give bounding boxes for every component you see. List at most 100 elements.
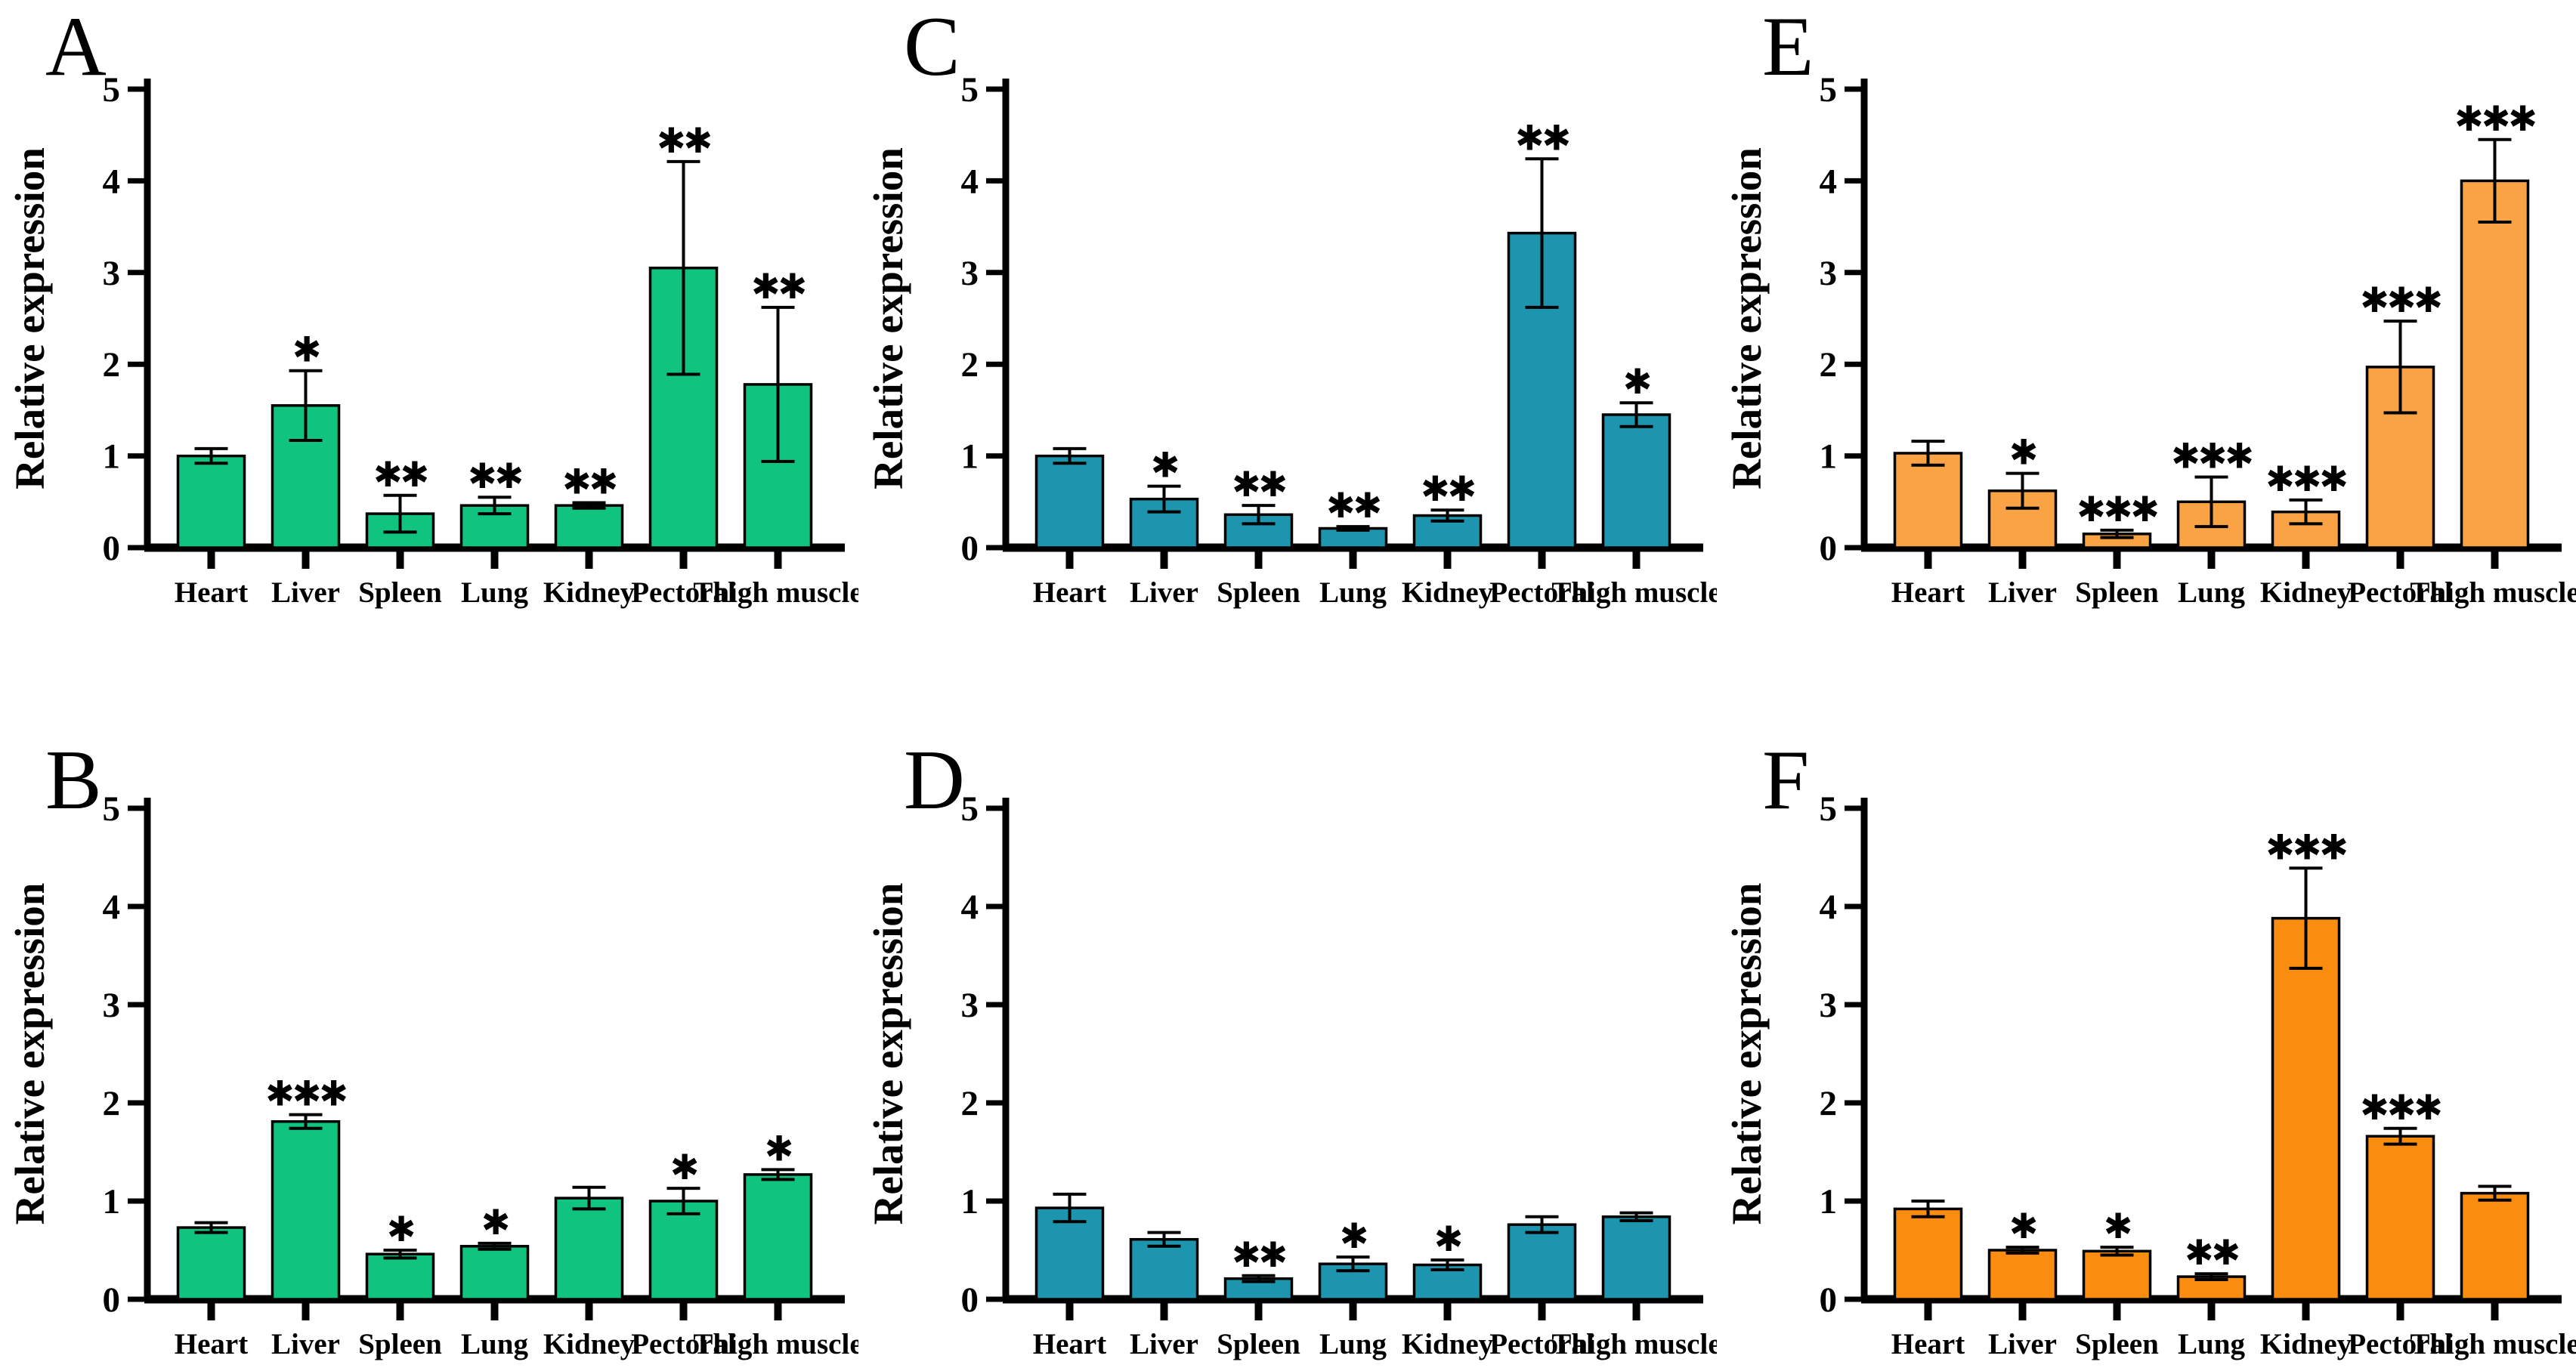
panel-letter-b: B [45, 733, 102, 827]
y-tick-label: 5 [103, 789, 121, 829]
significance-stars: ✱✱ [1232, 464, 1286, 505]
y-tick-label: 4 [961, 888, 979, 927]
y-tick-label: 1 [103, 437, 121, 477]
bar-thigh-muscle [2460, 1191, 2530, 1301]
y-tick-label: 4 [1820, 162, 1838, 201]
bar-kidney [554, 1197, 624, 1301]
y-tick-label: 0 [1820, 1280, 1838, 1320]
y-axis-title: Relative expression [7, 147, 53, 489]
category-label: Pectoral [2348, 1328, 2453, 1360]
category-label: Liver [271, 576, 340, 609]
category-label: Thigh muscle [2410, 1328, 2576, 1360]
bar-chart-f: 0 1 2 3 4 5 Relative expression Heart Liver ✱ Sple… [1724, 789, 2576, 1360]
category-label: Lung [2178, 576, 2245, 609]
panel-f: F 0 1 2 3 4 5 Relative expression Heart Liver ✱ Sp… [1717, 684, 2576, 1367]
bar-thigh-muscle [1601, 1215, 1671, 1301]
y-tick-label: 0 [1820, 529, 1838, 568]
significance-stars: ✱ [765, 1128, 792, 1169]
bar-pectoral [2365, 1135, 2435, 1301]
y-tick-label: 3 [1820, 986, 1838, 1025]
y-tick-label: 2 [1820, 1084, 1838, 1123]
bar-heart [176, 454, 246, 549]
category-label: Thigh muscle [693, 576, 862, 609]
category-label: Pectoral [1489, 576, 1594, 609]
significance-stars: ✱✱ [468, 455, 522, 496]
category-label: Heart [1891, 576, 1965, 609]
category-label: Lung [461, 1328, 528, 1360]
panel-letter-a: A [45, 0, 107, 94]
category-label: Spleen [2075, 1328, 2159, 1360]
y-tick-label: 3 [103, 986, 121, 1025]
y-tick-label: 2 [1820, 345, 1838, 384]
y-tick-label: 3 [961, 986, 979, 1025]
category-label: Kidney [2260, 576, 2352, 609]
panel-b: B 0 1 2 3 4 5 Relative expression Heart Liver ✱✱✱… [0, 684, 863, 1367]
panel-c: C 0 1 2 3 4 5 Relative expression Heart Liver ✱ Sp… [858, 0, 1721, 684]
category-label: Thigh muscle [1551, 1328, 1721, 1360]
bar-heart [1034, 454, 1105, 549]
y-tick-label: 1 [1820, 437, 1838, 477]
y-tick-label: 4 [103, 888, 121, 927]
y-tick-label: 5 [1820, 789, 1838, 829]
category-label: Spleen [1217, 576, 1300, 609]
category-label: Kidney [543, 1328, 635, 1360]
bar-thigh-muscle [743, 1173, 813, 1301]
bar-heart [1893, 1207, 1963, 1301]
category-label: Heart [175, 576, 248, 609]
bar-pectoral [1507, 1223, 1577, 1301]
panel-letter-e: E [1762, 0, 1814, 94]
y-tick-label: 0 [103, 1280, 121, 1320]
category-label: Liver [1130, 576, 1198, 609]
category-label: Thigh muscle [693, 1328, 862, 1360]
y-tick-label: 5 [961, 70, 979, 110]
significance-stars: ✱✱ [657, 120, 711, 161]
significance-stars: ✱✱✱ [265, 1073, 346, 1114]
y-tick-label: 4 [103, 162, 121, 201]
category-label: Heart [1033, 576, 1106, 609]
bar-kidney [2271, 916, 2341, 1301]
y-tick-label: 5 [1820, 70, 1838, 110]
y-tick-label: 5 [961, 789, 979, 829]
category-label: Lung [2178, 1328, 2245, 1360]
y-axis-title: Relative expression [865, 883, 911, 1225]
y-tick-label: 2 [103, 1084, 121, 1123]
significance-stars: ✱✱✱ [2360, 1087, 2441, 1128]
category-label: Kidney [543, 576, 635, 609]
significance-stars: ✱✱ [1515, 117, 1569, 158]
bar-heart [176, 1226, 246, 1301]
significance-stars: ✱✱✱ [2265, 459, 2346, 499]
significance-stars: ✱ [1340, 1215, 1367, 1256]
category-label: Pectoral [1489, 1328, 1594, 1360]
significance-stars: ✱ [1623, 361, 1650, 402]
y-tick-label: 1 [961, 1182, 979, 1221]
y-tick-label: 0 [103, 529, 121, 568]
bar-liver [1129, 1237, 1199, 1301]
panel-letter-c: C [904, 0, 960, 94]
category-label: Kidney [2260, 1328, 2352, 1360]
y-tick-label: 2 [103, 345, 121, 384]
significance-stars: ✱ [292, 329, 320, 370]
y-axis-title: Relative expression [1724, 883, 1770, 1225]
category-label: Spleen [1217, 1328, 1300, 1360]
bar-chart-d: 0 1 2 3 4 5 Relative expression Heart Liver Splee… [865, 789, 1721, 1360]
bar-chart-a: 0 1 2 3 4 5 Relative expression Heart Liver ✱ Sple… [7, 70, 863, 609]
significance-stars: ✱✱✱ [2077, 489, 2157, 530]
category-label: Kidney [1402, 1328, 1494, 1360]
category-label: Lung [1319, 576, 1387, 609]
y-tick-label: 3 [1820, 254, 1838, 293]
significance-stars: ✱ [2009, 1206, 2036, 1246]
category-label: Heart [1891, 1328, 1965, 1360]
significance-stars: ✱ [2009, 432, 2036, 473]
category-label: Heart [175, 1328, 248, 1360]
y-tick-label: 3 [103, 254, 121, 293]
y-tick-label: 3 [961, 254, 979, 293]
category-label: Spleen [2075, 576, 2159, 609]
category-label: Kidney [1402, 576, 1494, 609]
y-tick-label: 0 [961, 1280, 979, 1320]
panel-d: D 0 1 2 3 4 5 Relative expression Heart Liver Spl… [858, 684, 1721, 1367]
bar-thigh-muscle [2460, 179, 2530, 549]
significance-stars: ✱✱ [2185, 1232, 2239, 1273]
y-axis-title: Relative expression [1724, 147, 1770, 489]
bar-pectoral [648, 1200, 719, 1301]
